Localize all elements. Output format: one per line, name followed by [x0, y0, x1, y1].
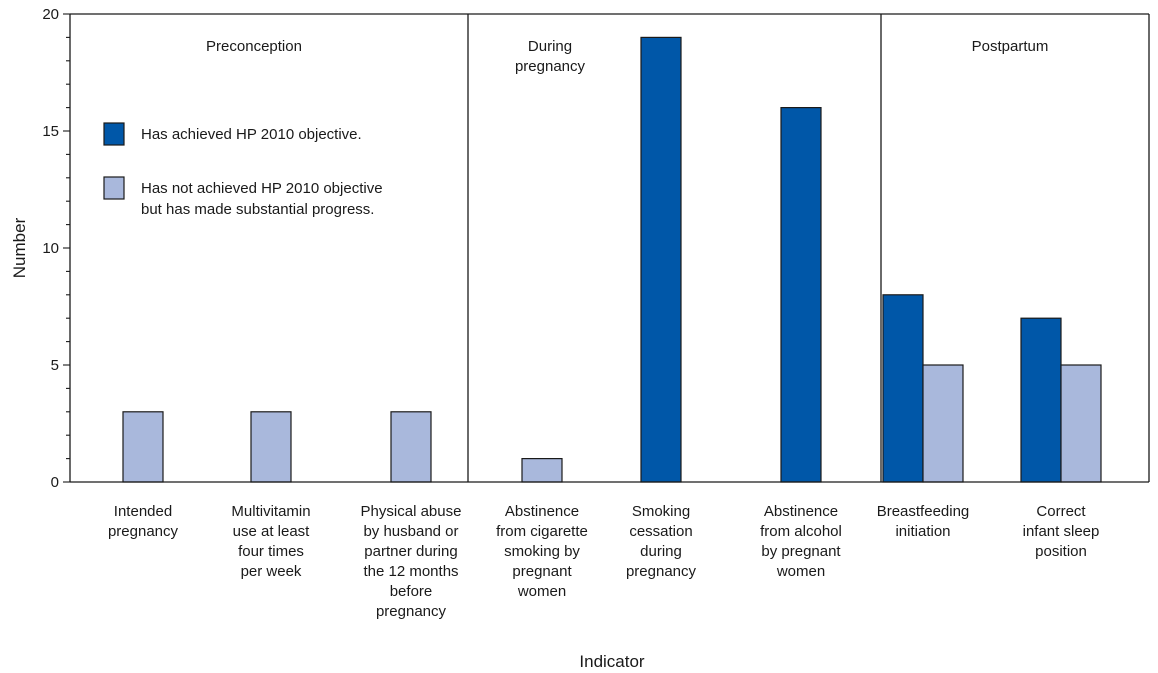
x-tick-label-7: Breastfeeding initiation	[877, 503, 970, 540]
axes	[69, 13, 1150, 483]
legend-label-1: Has achieved HP 2010 objective.	[141, 126, 362, 143]
y-tick-label: 15	[42, 123, 59, 140]
bar-series1-cat5	[640, 36, 682, 483]
y-axis-title: Number	[10, 217, 29, 278]
x-tick-label-3: Physical abuse by husband or partner durin…	[361, 503, 462, 620]
x-tick-label-6: Abstinence from alcohol by pregnant women	[760, 503, 842, 580]
bar-series1-cat6	[780, 106, 822, 483]
bar-series1-cat8	[1020, 317, 1062, 483]
x-tick-label-5: Smoking cessation during pregnancy	[626, 503, 697, 580]
bar-series2-cat7	[922, 364, 964, 483]
x-axis-title: Indicator	[579, 652, 645, 671]
bar-series2-cat1	[122, 411, 164, 483]
bar-series2-cat3	[390, 411, 432, 483]
y-ticks: 0 5 10 15 20	[42, 6, 70, 491]
legend-swatch-2	[103, 176, 125, 200]
x-tick-label-1: Intended pregnancy	[108, 503, 179, 540]
legend: Has achieved HP 2010 objective. Has not a…	[103, 122, 383, 218]
bar-series2-cat8	[1060, 364, 1102, 483]
y-tick-label: 5	[51, 357, 59, 374]
y-tick-label: 0	[51, 474, 59, 491]
legend-swatch-1	[103, 122, 125, 146]
x-tick-labels: Intended pregnancy Multivitamin use at leas…	[108, 503, 1099, 620]
x-tick-label-2: Multivitamin use at least four times per we…	[231, 503, 310, 580]
bars	[122, 36, 1102, 483]
y-tick-label: 10	[42, 240, 59, 257]
bar-series1-cat7	[882, 294, 924, 483]
x-tick-label-8: Correct infant sleep position	[1023, 503, 1100, 560]
panel-labels: Preconception During pregnancy Postpartum	[206, 38, 1048, 75]
bar-series2-cat2	[250, 411, 292, 483]
legend-label-2: Has not achieved HP 2010 objective but ha…	[141, 180, 383, 218]
bar-series2-cat4	[521, 458, 563, 483]
panel-separators	[467, 14, 882, 482]
panel-label-1: Preconception	[206, 38, 302, 55]
panel-label-3: Postpartum	[972, 38, 1049, 55]
x-tick-label-4: Abstinence from cigarette smoking by pregna…	[496, 503, 588, 600]
panel-label-2: During pregnancy	[515, 38, 586, 75]
y-tick-label: 20	[42, 6, 59, 23]
